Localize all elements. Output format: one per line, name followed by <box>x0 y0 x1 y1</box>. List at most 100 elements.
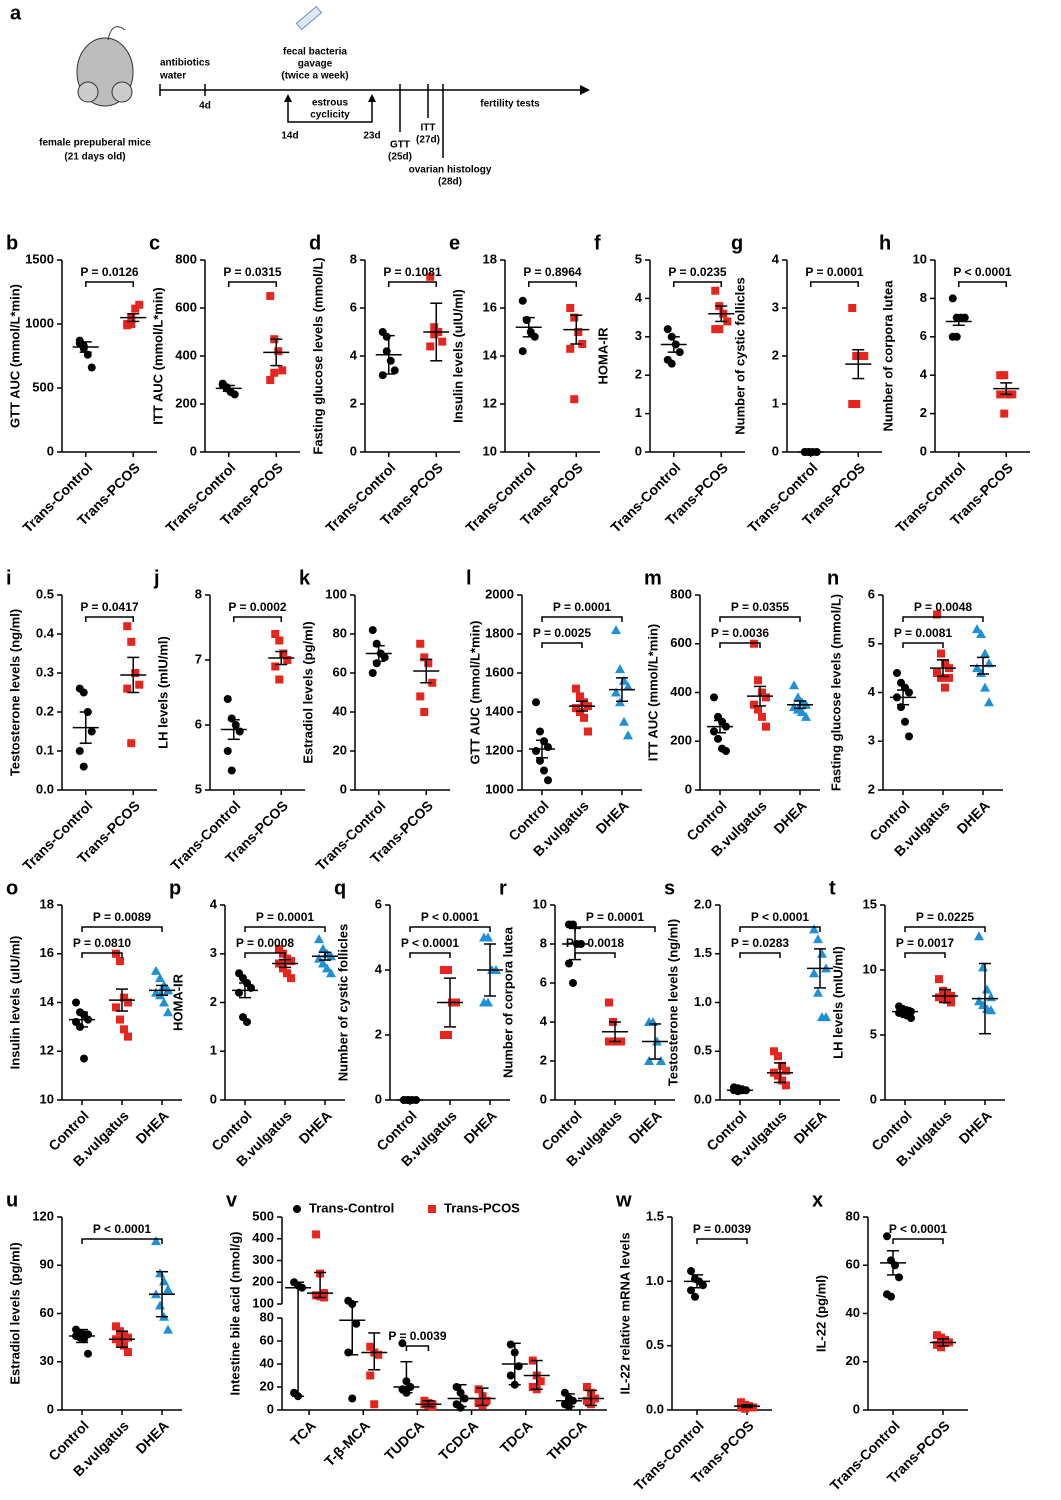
panel-letter: g <box>731 232 743 254</box>
data-point <box>905 732 913 741</box>
data-point <box>615 664 625 674</box>
data-point <box>663 325 672 334</box>
data-point <box>116 957 124 966</box>
comparison-bracket <box>902 616 984 622</box>
data-point <box>318 943 328 953</box>
y-tick-label: 0 <box>685 781 692 796</box>
y-tick-label: 20 <box>260 1378 274 1393</box>
timeline-label: (21 days old) <box>64 152 125 163</box>
y-axis-label: Insulin levels (uIU/ml) <box>7 936 22 1070</box>
y-tick-label: 4 <box>635 290 643 305</box>
p-value: P = 0.0039 <box>388 1329 446 1343</box>
comparison-bracket <box>574 952 616 958</box>
data-point <box>1000 409 1009 418</box>
data-point <box>372 659 381 668</box>
y-tick-label: 2 <box>375 1026 382 1041</box>
y-tick-label: 14 <box>40 994 55 1009</box>
data-point <box>482 1396 491 1405</box>
y-axis-label: ITT AUC (mmol/L*min) <box>150 287 165 424</box>
p-value: P = 0.0001 <box>805 265 863 279</box>
y-tick-label: 6 <box>195 716 202 731</box>
data-point <box>711 286 720 295</box>
legend-label: Trans-PCOS <box>444 1200 520 1215</box>
y-tick-label: 12 <box>483 395 497 410</box>
data-point <box>112 1322 120 1331</box>
comparison-bracket <box>409 952 451 958</box>
y-tick-label: 8 <box>195 586 202 601</box>
comparison-bracket <box>228 281 277 287</box>
data-point <box>370 1400 379 1409</box>
data-point <box>935 975 943 984</box>
comparison-bracket <box>85 281 134 287</box>
data-point <box>426 342 435 351</box>
data-point <box>566 304 575 312</box>
y-tick-label: 0.5 <box>36 586 54 601</box>
y-axis-label: IL-22 relative mRNA levels <box>617 1232 632 1394</box>
data-point <box>605 998 613 1007</box>
y-tick-label: 0.2 <box>36 703 54 718</box>
data-point <box>569 979 577 987</box>
data-point <box>883 1232 891 1241</box>
data-point <box>444 966 452 974</box>
y-tick-label: 40 <box>260 1355 274 1370</box>
x-tick-label: DHEA <box>953 797 992 836</box>
data-point <box>980 648 990 658</box>
y-tick-label: 90 <box>40 1257 54 1272</box>
data-point <box>656 1056 666 1065</box>
timeline-label: ITT <box>421 123 436 134</box>
data-point <box>318 958 328 968</box>
y-tick-label: 18 <box>483 251 497 266</box>
data-point <box>714 734 722 743</box>
y-tick-label: 80 <box>260 1309 274 1324</box>
p-value: P = 0.0235 <box>668 265 726 279</box>
data-point <box>754 705 762 714</box>
data-point <box>275 675 284 684</box>
y-tick-label: 1400 <box>485 703 514 718</box>
data-point <box>813 934 823 944</box>
comparison-bracket <box>673 281 722 287</box>
data-point <box>758 712 766 721</box>
data-point <box>937 1343 945 1352</box>
y-tick-label: 1600 <box>485 664 514 679</box>
y-tick-label: 7 <box>195 651 202 666</box>
y-tick-label: 2 <box>635 367 642 382</box>
y-tick-label: 800 <box>670 586 692 601</box>
comparison-bracket <box>892 1238 944 1244</box>
panel-letter: s <box>664 877 675 899</box>
y-tick-label: 0 <box>267 1401 274 1416</box>
p-value: P = 0.0001 <box>586 910 644 924</box>
y-tick-label: 4 <box>920 367 928 382</box>
y-tick-label: 1500 <box>25 251 54 266</box>
data-point <box>80 1054 88 1063</box>
data-point <box>120 1025 128 1034</box>
panel-letter: f <box>594 232 601 254</box>
y-tick-label: 60 <box>333 664 347 679</box>
p-value: P < 0.0001 <box>889 1222 947 1236</box>
y-tick-label: 0.0 <box>694 1091 712 1106</box>
y-tick-label: 8 <box>350 251 357 266</box>
panel-letter: v <box>226 1189 238 1211</box>
data-point <box>972 663 982 673</box>
panel-letter: r <box>499 877 507 899</box>
data-point <box>570 395 579 404</box>
panel-letter: k <box>299 567 311 589</box>
data-point <box>789 680 799 690</box>
comparison-bracket <box>696 1238 748 1244</box>
data-point <box>901 717 909 726</box>
data-point <box>483 932 493 942</box>
y-tick-label: 10 <box>483 443 497 458</box>
x-tick-label: T-β-MCA <box>321 1417 373 1469</box>
y-tick-label: 1000 <box>485 781 514 796</box>
data-point <box>135 680 144 689</box>
timeline-label: fecal bacteria <box>283 47 347 58</box>
p-value: P = 0.0225 <box>916 910 974 924</box>
timeline-label: gavage <box>298 59 333 70</box>
y-tick-label: 4 <box>868 684 876 699</box>
y-tick-label: 15 <box>863 896 877 911</box>
data-point <box>754 676 762 685</box>
p-value: P = 0.0355 <box>731 600 789 614</box>
data-point <box>227 766 236 775</box>
p-value: P < 0.0001 <box>751 910 809 924</box>
data-point <box>127 739 136 748</box>
data-point <box>710 727 718 736</box>
